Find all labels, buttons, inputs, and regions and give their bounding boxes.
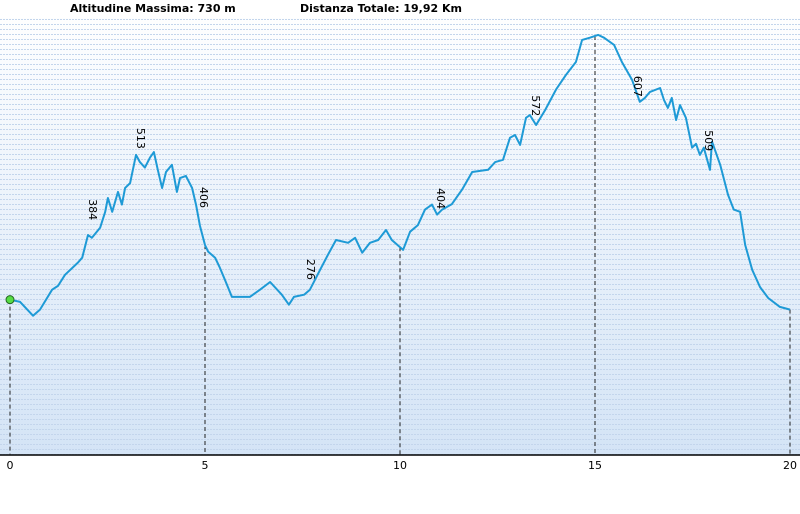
max-altitude: Altitudine Massima: 730 m bbox=[70, 2, 236, 15]
elevation-label: 607 bbox=[631, 76, 644, 97]
x-tick-label: 5 bbox=[202, 459, 209, 472]
x-tick-label: 0 bbox=[7, 459, 14, 472]
elevation-label: 509 bbox=[702, 130, 715, 151]
elevation-label: 406 bbox=[197, 187, 210, 208]
total-distance: Distanza Totale: 19,92 Km bbox=[300, 2, 462, 15]
elevation-label: 404 bbox=[434, 188, 447, 209]
plot-pattern bbox=[0, 0, 800, 455]
x-tick-label: 20 bbox=[783, 459, 797, 472]
start-marker bbox=[5, 295, 15, 305]
elevation-line bbox=[9, 33, 791, 317]
elevation-label: 276 bbox=[304, 259, 317, 280]
x-tick-label: 10 bbox=[393, 459, 407, 472]
elevation-label: 572 bbox=[529, 95, 542, 116]
header-background bbox=[0, 0, 800, 18]
x-tick-label: 15 bbox=[588, 459, 602, 472]
elevation-label: 384 bbox=[86, 199, 99, 220]
elevation-label: 513 bbox=[134, 128, 147, 149]
